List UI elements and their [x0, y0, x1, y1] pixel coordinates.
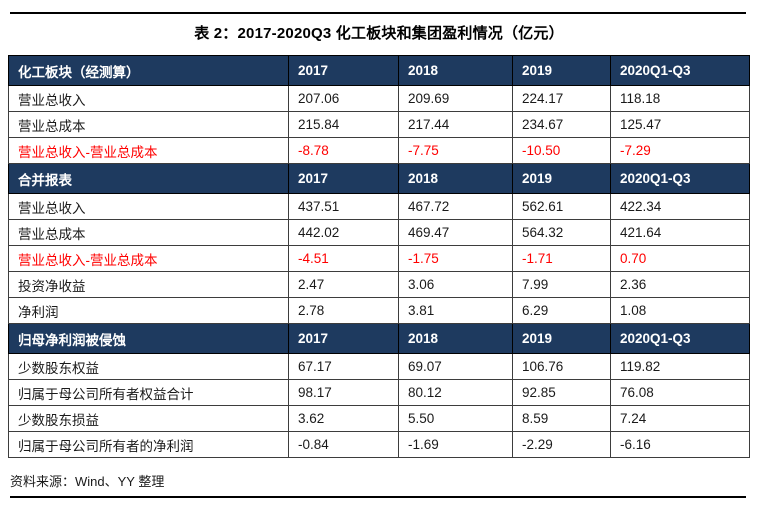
cell-value: 207.06	[288, 85, 399, 112]
table-row: 归属于母公司所有者的净利润 -0.84 -1.69 -2.29 -6.16	[8, 431, 750, 458]
row-label: 营业总收入-营业总成本	[8, 137, 289, 164]
row-label: 营业总收入	[8, 85, 289, 112]
cell-value: -10.50	[512, 137, 611, 164]
section-header-row: 合并报表 2017 2018 2019 2020Q1-Q3	[8, 163, 750, 194]
table-row: 净利润 2.78 3.81 6.29 1.08	[8, 297, 750, 324]
cell-value: -1.69	[398, 431, 513, 458]
cell-value: 5.50	[398, 405, 513, 432]
section-title: 合并报表	[8, 163, 289, 194]
column-header: 2018	[398, 323, 513, 354]
cell-value: 69.07	[398, 353, 513, 380]
section-title: 化工板块（经测算）	[8, 55, 289, 86]
cell-value: 3.62	[288, 405, 399, 432]
column-header: 2020Q1-Q3	[610, 323, 750, 354]
cell-value: 421.64	[610, 219, 750, 246]
table-title: 表 2：2017-2020Q3 化工板块和集团盈利情况（亿元）	[194, 25, 564, 42]
row-label: 营业总收入	[8, 193, 289, 220]
cell-value: 467.72	[398, 193, 513, 220]
cell-value: 469.47	[398, 219, 513, 246]
section-title: 归母净利润被侵蚀	[8, 323, 289, 354]
cell-value: -6.16	[610, 431, 750, 458]
cell-value: 7.99	[512, 271, 611, 298]
cell-value: 0.70	[610, 245, 750, 272]
bottom-rule	[10, 496, 746, 498]
cell-value: -4.51	[288, 245, 399, 272]
column-header: 2019	[512, 163, 611, 194]
cell-value: 442.02	[288, 219, 399, 246]
column-header: 2019	[512, 55, 611, 86]
row-label: 归属于母公司所有者权益合计	[8, 379, 289, 406]
section-header-row: 化工板块（经测算） 2017 2018 2019 2020Q1-Q3	[8, 55, 750, 86]
cell-value: 234.67	[512, 111, 611, 138]
row-label: 营业总成本	[8, 219, 289, 246]
table-row: 营业总收入-营业总成本 -4.51 -1.75 -1.71 0.70	[8, 245, 750, 272]
profit-table-wrapper: 化工板块（经测算） 2017 2018 2019 2020Q1-Q3 营业总收入 207.0…	[8, 55, 750, 458]
table-row: 营业总收入 437.51 467.72 562.61 422.34	[8, 193, 750, 220]
column-header: 2019	[512, 323, 611, 354]
cell-value: 80.12	[398, 379, 513, 406]
cell-value: 215.84	[288, 111, 399, 138]
row-label: 投资净收益	[8, 271, 289, 298]
cell-value: 2.78	[288, 297, 399, 324]
cell-value: 6.29	[512, 297, 611, 324]
cell-value: 119.82	[610, 353, 750, 380]
cell-value: -1.71	[512, 245, 611, 272]
cell-value: 118.18	[610, 85, 750, 112]
cell-value: 7.24	[610, 405, 750, 432]
cell-value: 217.44	[398, 111, 513, 138]
cell-value: 8.59	[512, 405, 611, 432]
cell-value: 224.17	[512, 85, 611, 112]
cell-value: 76.08	[610, 379, 750, 406]
row-label: 归属于母公司所有者的净利润	[8, 431, 289, 458]
cell-value: 3.81	[398, 297, 513, 324]
source-note: 资料来源：Wind、YY 整理	[10, 474, 165, 489]
cell-value: -0.84	[288, 431, 399, 458]
cell-value: 1.08	[610, 297, 750, 324]
cell-value: -8.78	[288, 137, 399, 164]
cell-value: 67.17	[288, 353, 399, 380]
cell-value: 106.76	[512, 353, 611, 380]
cell-value: 437.51	[288, 193, 399, 220]
column-header: 2020Q1-Q3	[610, 163, 750, 194]
table-row: 投资净收益 2.47 3.06 7.99 2.36	[8, 271, 750, 298]
row-label: 营业总成本	[8, 111, 289, 138]
row-label: 少数股东损益	[8, 405, 289, 432]
cell-value: 2.36	[610, 271, 750, 298]
row-label: 净利润	[8, 297, 289, 324]
table-row: 营业总收入 207.06 209.69 224.17 118.18	[8, 85, 750, 112]
cell-value: 209.69	[398, 85, 513, 112]
cell-value: 3.06	[398, 271, 513, 298]
section-header-row: 归母净利润被侵蚀 2017 2018 2019 2020Q1-Q3	[8, 323, 750, 354]
cell-value: -7.29	[610, 137, 750, 164]
cell-value: 562.61	[512, 193, 611, 220]
column-header: 2017	[288, 55, 399, 86]
cell-value: 92.85	[512, 379, 611, 406]
cell-value: 422.34	[610, 193, 750, 220]
column-header: 2017	[288, 163, 399, 194]
column-header: 2018	[398, 163, 513, 194]
cell-value: 2.47	[288, 271, 399, 298]
cell-value: 98.17	[288, 379, 399, 406]
profit-table: 化工板块（经测算） 2017 2018 2019 2020Q1-Q3 营业总收入 207.0…	[8, 55, 750, 458]
row-label: 少数股东权益	[8, 353, 289, 380]
table-row: 营业总成本 442.02 469.47 564.32 421.64	[8, 219, 750, 246]
cell-value: 564.32	[512, 219, 611, 246]
cell-value: -1.75	[398, 245, 513, 272]
cell-value: 125.47	[610, 111, 750, 138]
table-row: 营业总成本 215.84 217.44 234.67 125.47	[8, 111, 750, 138]
column-header: 2018	[398, 55, 513, 86]
table-row: 少数股东权益 67.17 69.07 106.76 119.82	[8, 353, 750, 380]
table-row: 归属于母公司所有者权益合计 98.17 80.12 92.85 76.08	[8, 379, 750, 406]
table-row: 营业总收入-营业总成本 -8.78 -7.75 -10.50 -7.29	[8, 137, 750, 164]
cell-value: -7.75	[398, 137, 513, 164]
column-header: 2017	[288, 323, 399, 354]
cell-value: -2.29	[512, 431, 611, 458]
table-row: 少数股东损益 3.62 5.50 8.59 7.24	[8, 405, 750, 432]
row-label: 营业总收入-营业总成本	[8, 245, 289, 272]
top-rule	[10, 12, 746, 14]
column-header: 2020Q1-Q3	[610, 55, 750, 86]
